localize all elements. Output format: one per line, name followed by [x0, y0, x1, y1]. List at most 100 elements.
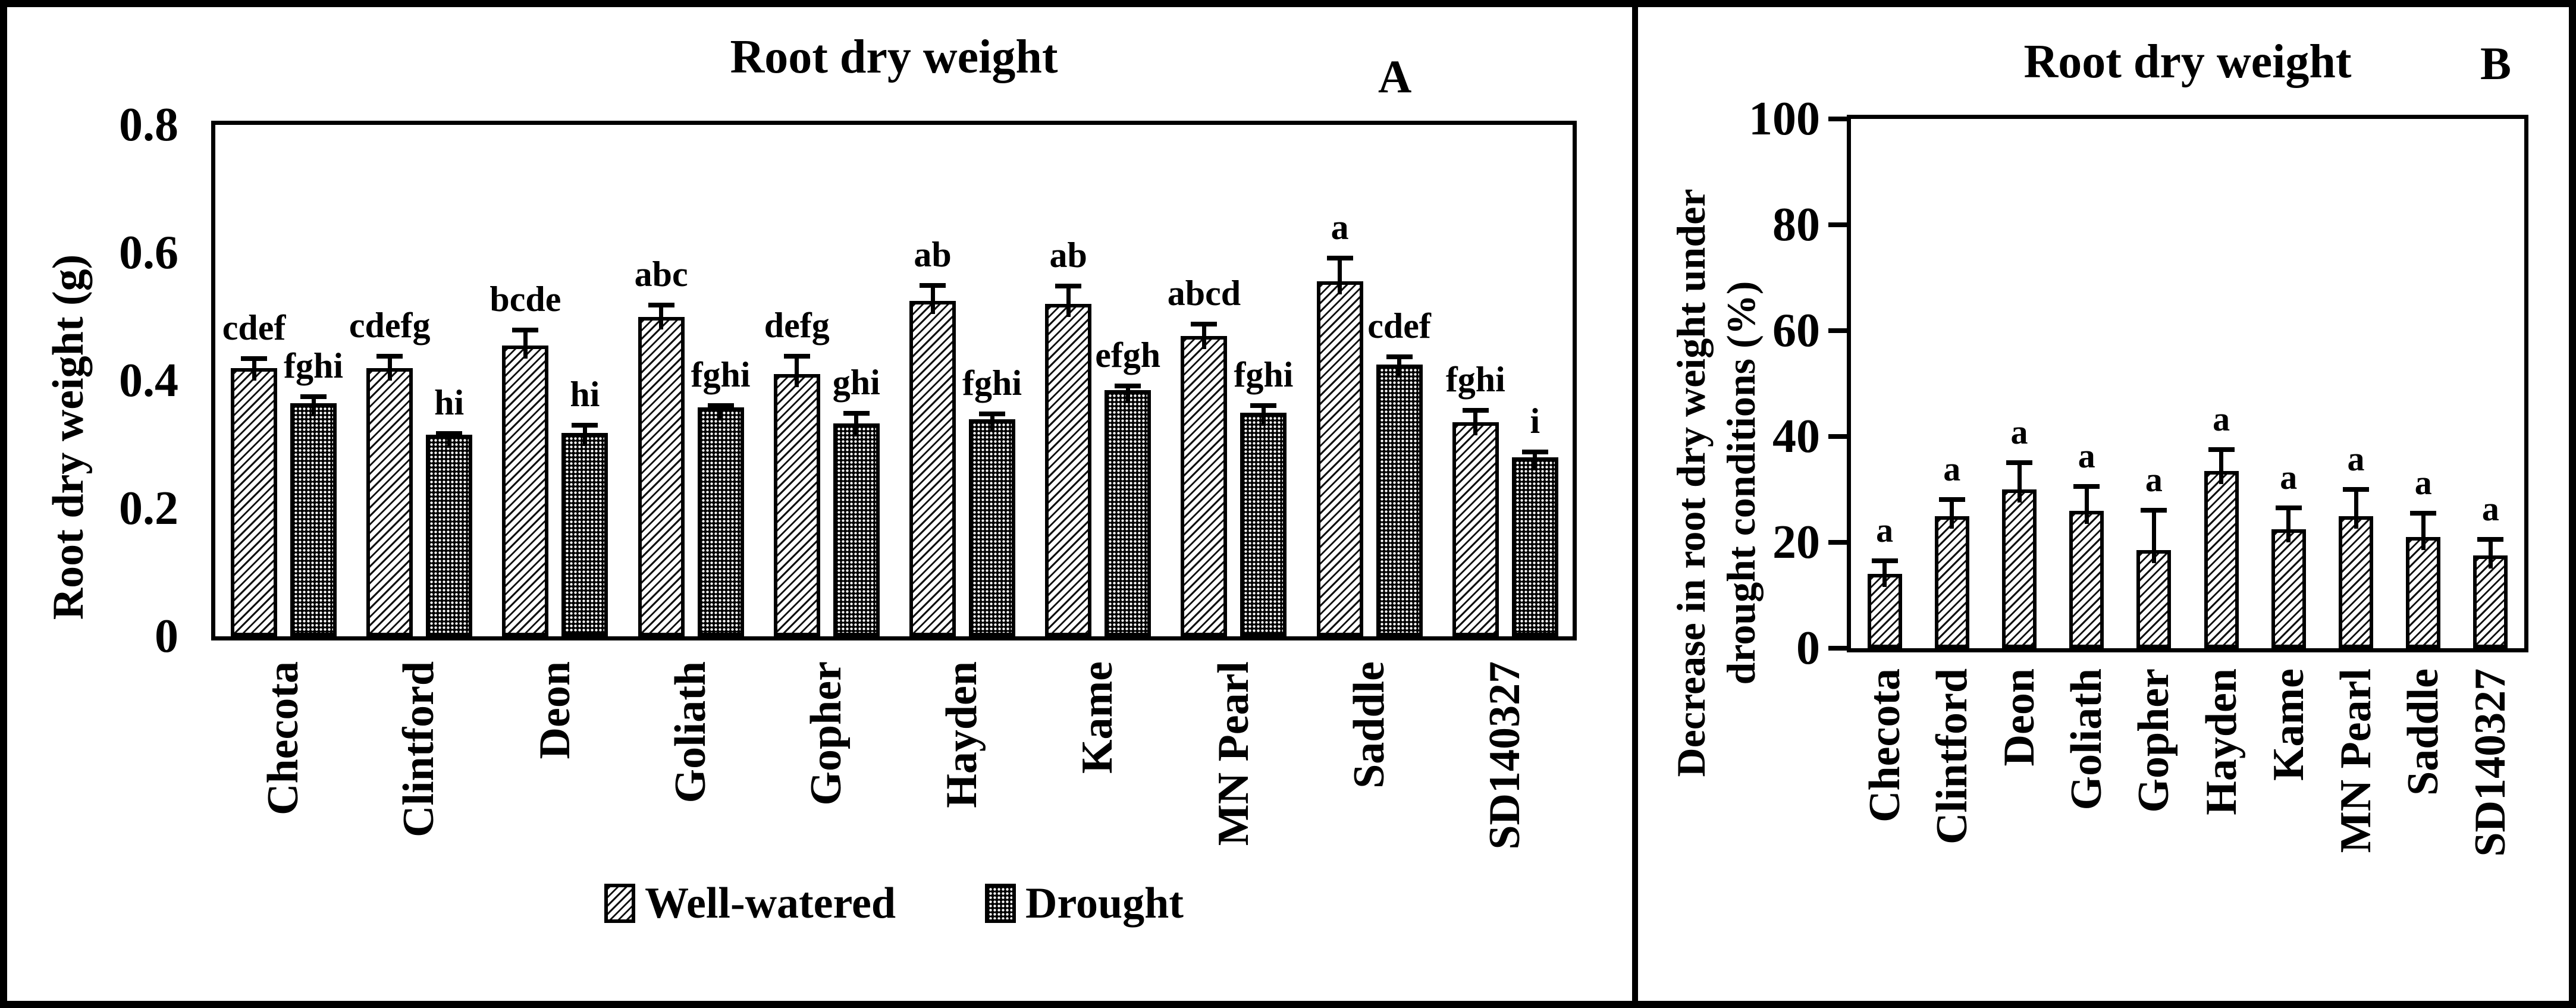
significance-letter: fghi: [1234, 354, 1294, 394]
error-bar-stem: [1066, 287, 1071, 317]
panel-b: Root dry weight B Decrease in root dry w…: [7, 7, 2569, 1001]
error-bar-stem: [2017, 464, 2022, 503]
bar-decrease-kame: [2271, 529, 2306, 648]
error-bar-cap: [2208, 447, 2235, 452]
panel-b-letter: B: [2480, 37, 2512, 89]
x-axis-label-kame: Kame: [2264, 668, 2313, 781]
legend-label-well-watered: Well-watered: [645, 879, 896, 928]
error-bar-cap: [2073, 484, 2100, 489]
panel-a-plot-area: cdef cdefg bcde abc defg ab ab abcd a fghi fghi hi h…: [211, 121, 1577, 640]
y-tick-mark: [1828, 117, 1851, 121]
y-tick-label: 0: [1796, 622, 1820, 674]
panel-b-title: Root dry weight: [2023, 36, 2352, 88]
legend-swatch-well-watered: [604, 884, 636, 923]
bar-decrease-sd140327: [2473, 555, 2508, 648]
bar-decrease-goliath: [2069, 510, 2104, 648]
significance-letter: ab: [1049, 235, 1087, 275]
error-bar-cap: [1250, 403, 1277, 408]
bar-well-watered-gopher: [773, 374, 820, 636]
bar-decrease-clintford: [1934, 516, 1969, 648]
x-axis-label-gopher: Gopher: [2129, 668, 2179, 813]
x-axis-label-mn-pearl: MN Pearl: [2332, 668, 2380, 853]
x-axis-label-hayden: Hayden: [2197, 668, 2246, 815]
bar-decrease-hayden: [2204, 470, 2239, 648]
panel-a-title: Root dry weight: [730, 31, 1058, 83]
significance-letter: a: [2414, 463, 2432, 502]
error-bar-cap: [2343, 486, 2369, 492]
y-tick-label: 80: [1772, 199, 1820, 251]
error-bar-stem: [930, 286, 935, 314]
error-bar-cap: [436, 431, 463, 436]
error-bar-cap: [707, 403, 734, 408]
significance-letter: i: [1530, 401, 1540, 441]
error-bar-cap: [2141, 508, 2167, 513]
bar-decrease-saddle: [2406, 537, 2441, 648]
error-bar-cap: [376, 353, 403, 359]
error-bar-stem: [523, 331, 528, 359]
bar-drought-goliath: [697, 407, 744, 636]
y-tick-label: 0.4: [119, 354, 178, 407]
error-bar-stem: [718, 406, 723, 421]
significance-letter: a: [2145, 460, 2163, 500]
error-bar-cap: [979, 411, 1005, 416]
bar-drought-kame: [1105, 390, 1151, 636]
significance-letter: fghi: [1445, 360, 1505, 400]
y-tick-label: 100: [1749, 93, 1820, 145]
error-bar-stem: [1950, 501, 1954, 529]
error-bar-stem: [2219, 450, 2224, 484]
legend-item-well-watered: Well-watered: [604, 877, 896, 930]
error-bar-stem: [582, 426, 587, 447]
error-bar-cap: [1326, 256, 1353, 261]
legend-label-drought: Drought: [1025, 879, 1184, 928]
error-bar-stem: [2421, 514, 2426, 551]
significance-letter: a: [2481, 489, 2499, 529]
error-bar-stem: [854, 414, 859, 437]
significance-letter: a: [1943, 450, 1961, 489]
x-axis-label-checota: Checota: [1860, 668, 1909, 822]
error-bar-stem: [659, 306, 664, 330]
significance-letter: a: [1876, 510, 1894, 549]
y-tick-label: 0.2: [119, 482, 178, 535]
error-bar-stem: [447, 434, 451, 448]
bar-drought-hayden: [969, 419, 1015, 636]
error-bar-stem: [1261, 406, 1266, 426]
error-bar-stem: [2354, 490, 2358, 529]
error-bar-stem: [252, 360, 256, 381]
legend-swatch-drought: [985, 884, 1016, 923]
x-axis-label-goliath: Goliath: [2062, 668, 2111, 811]
error-bar-stem: [990, 414, 994, 432]
legend-item-drought: Drought: [985, 877, 1184, 930]
significance-letter: hi: [434, 382, 465, 422]
bar-drought-checota: [290, 403, 337, 636]
error-bar-cap: [1191, 322, 1218, 327]
y-tick-label: 60: [1772, 304, 1820, 357]
significance-letter: cdef: [222, 308, 286, 348]
bar-well-watered-mn-pearl: [1181, 335, 1228, 636]
legend: Well-watered Drought: [211, 871, 1577, 936]
y-tick-mark: [1828, 540, 1851, 545]
y-tick-mark: [1828, 222, 1851, 227]
error-bar-cap: [1386, 354, 1413, 359]
y-tick-label: 20: [1772, 516, 1820, 569]
error-bar-cap: [920, 282, 946, 288]
significance-letter: efgh: [1095, 335, 1161, 375]
error-bar-cap: [1938, 497, 1965, 503]
bar-well-watered-hayden: [909, 300, 956, 636]
x-axis-label-saddle: Saddle: [2399, 668, 2448, 796]
error-bar-stem: [1473, 412, 1478, 435]
y-tick-label: 0.6: [119, 227, 178, 279]
error-bar-stem: [1397, 357, 1402, 378]
y-tick-label: 0: [155, 610, 178, 662]
panel-a-letter: A: [1378, 51, 1412, 102]
error-bar-cap: [572, 422, 598, 428]
error-bar-stem: [387, 357, 392, 381]
bar-well-watered-sd140327: [1452, 422, 1499, 636]
error-bar-cap: [1055, 283, 1082, 288]
error-bar-stem: [2488, 541, 2493, 569]
significance-letter: a: [2280, 457, 2298, 497]
error-bar-cap: [2006, 460, 2032, 466]
significance-letter: fghi: [283, 346, 344, 385]
error-bar-cap: [648, 302, 674, 307]
error-bar-cap: [843, 410, 870, 416]
significance-letter: abc: [634, 254, 688, 294]
